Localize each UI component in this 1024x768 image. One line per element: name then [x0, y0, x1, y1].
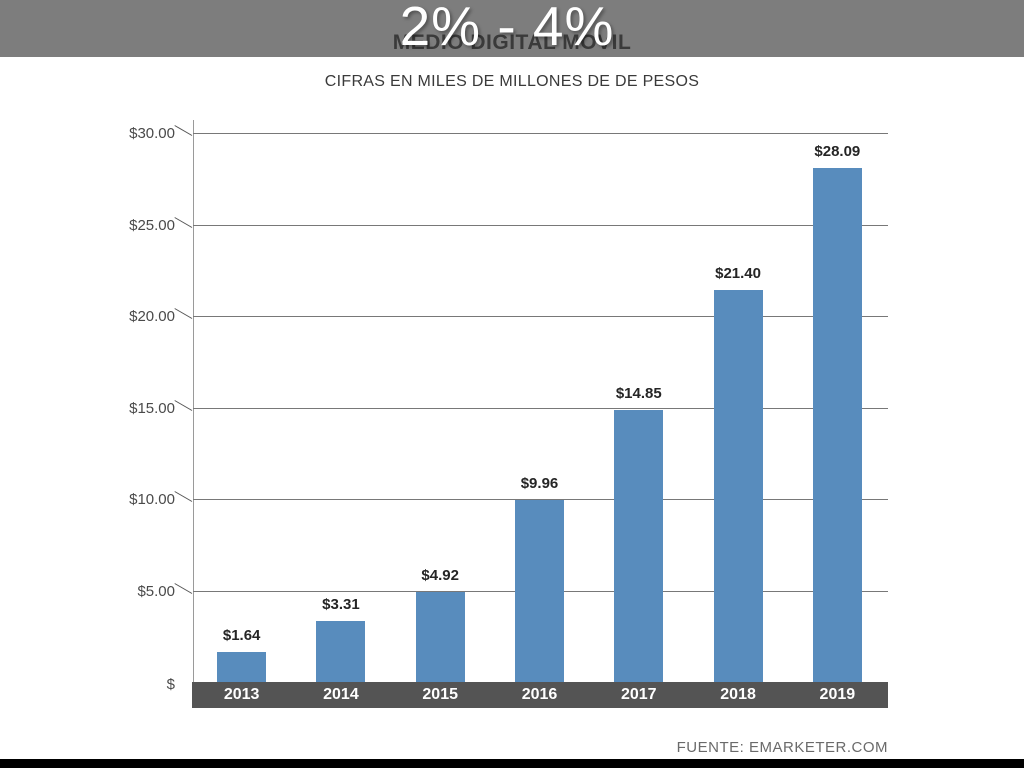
gridline-25	[193, 224, 888, 226]
y-tick-label: $30.00	[129, 125, 175, 142]
y-tick-mark	[174, 125, 193, 136]
bar-2018	[713, 290, 763, 682]
bar-value-label-2013: $1.64	[222, 626, 261, 644]
y-tick-mark	[174, 399, 193, 411]
category-axis-strip	[192, 682, 888, 708]
bar-value-label-2017: $14.85	[615, 385, 662, 403]
gridline-20	[193, 316, 888, 317]
bar-value-label-2019: $28.09	[814, 142, 861, 160]
year-label-2019: 2019	[819, 686, 856, 703]
y-axis-line	[193, 120, 194, 682]
y-tick-label: $10.00	[129, 491, 175, 508]
y-tick-mark	[174, 582, 193, 594]
y-tick-label: $20.00	[129, 308, 175, 325]
y-tick-mark	[174, 216, 193, 228]
bar-value-label-2014: $3.31	[322, 596, 360, 614]
year-label-2016: 2016	[521, 686, 558, 703]
bar-2019	[812, 167, 862, 682]
header-gray-band	[0, 0, 1024, 57]
bar-value-label-2018: $21.40	[715, 265, 761, 283]
gridline-30	[193, 133, 888, 134]
year-label-2013: 2013	[223, 686, 260, 703]
y-tick-label: $25.00	[129, 216, 175, 234]
bar-value-label-2015: $4.92	[421, 566, 459, 584]
y-tick-label: $5.00	[137, 582, 175, 600]
bar-2017	[614, 410, 664, 682]
y-tick-label: $	[166, 676, 175, 693]
percent-range-overlay: 2% - 4%	[399, 0, 615, 57]
source-attribution: FUENTE: EMARKETER.COM	[676, 739, 888, 756]
year-label-2015: 2015	[422, 686, 458, 703]
y-tick-mark	[174, 308, 193, 319]
bar-2014	[316, 621, 366, 682]
y-tick-mark	[174, 491, 193, 502]
y-tick-label: $15.00	[129, 399, 175, 417]
chart-subtitle: CIFRAS EN MILES DE MILLONES DE DE PESOS	[324, 73, 700, 90]
year-label-2017: 2017	[620, 686, 657, 703]
year-label-2014: 2014	[323, 686, 359, 703]
chart-title: MEDIO DIGITAL MOVIL	[392, 31, 632, 54]
year-label-2018: 2018	[720, 686, 756, 703]
bar-value-label-2016: $9.96	[520, 474, 559, 492]
gridline-15	[193, 407, 888, 409]
bar-2013	[217, 651, 267, 682]
bar-2016	[515, 499, 564, 682]
gridline-10	[193, 499, 888, 500]
bottom-black-bar	[0, 759, 1024, 768]
bar-2015	[415, 591, 465, 682]
